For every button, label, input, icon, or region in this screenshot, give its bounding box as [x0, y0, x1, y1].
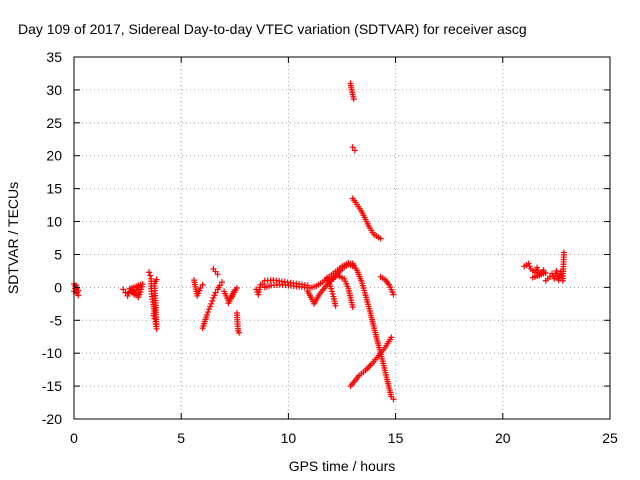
plot-frame	[73, 56, 611, 420]
data-point	[390, 291, 397, 298]
data-point	[388, 334, 395, 341]
data-point	[538, 271, 545, 278]
data-point	[332, 302, 339, 309]
x-tick-label: 20	[495, 430, 511, 446]
y-tick-label: -15	[42, 378, 62, 394]
grid	[74, 57, 610, 419]
data-point	[133, 292, 140, 299]
data-point	[526, 263, 533, 270]
data-point	[560, 249, 567, 256]
x-axis-label: GPS time / hours	[289, 458, 396, 474]
data-point	[137, 288, 144, 295]
data-point	[236, 329, 243, 336]
y-tick-label: 30	[46, 82, 62, 98]
y-tick-label: 15	[46, 181, 62, 197]
x-tick-label: 25	[602, 430, 618, 446]
y-tick-label: 25	[46, 115, 62, 131]
data-point	[534, 267, 541, 274]
data-point	[214, 271, 221, 278]
data-point	[194, 292, 201, 299]
data-point	[136, 291, 143, 298]
y-tick-label: 5	[54, 246, 62, 262]
data-points	[71, 80, 567, 403]
data-point	[205, 309, 211, 316]
data-point	[534, 264, 541, 271]
x-tick-labels: 0 5 10 15 20 25	[70, 430, 618, 446]
data-point	[546, 273, 553, 280]
data-point	[153, 276, 160, 283]
data-point	[146, 269, 153, 276]
data-point	[75, 287, 82, 294]
y-tick-label: 20	[46, 148, 62, 164]
data-point	[206, 306, 213, 313]
data-point	[196, 287, 203, 294]
data-point	[203, 312, 210, 319]
data-point	[209, 297, 216, 304]
data-point	[195, 290, 202, 297]
data-point	[329, 290, 336, 297]
data-point	[218, 279, 225, 286]
data-point	[349, 144, 356, 151]
y-tick-label: 35	[46, 49, 62, 65]
data-point	[216, 282, 223, 289]
axis-ticks	[73, 56, 611, 420]
data-point	[197, 285, 204, 292]
data-point	[122, 289, 129, 296]
data-point	[525, 260, 532, 267]
data-point	[328, 285, 335, 292]
data-point	[351, 147, 358, 154]
data-point	[390, 396, 397, 403]
x-tick-label: 10	[281, 430, 297, 446]
x-tick-label: 0	[70, 430, 78, 446]
y-tick-label: 0	[54, 279, 62, 295]
data-point	[150, 312, 157, 319]
data-point	[208, 300, 215, 307]
y-tick-label: -10	[42, 345, 62, 361]
x-tick-label: 5	[177, 430, 185, 446]
data-point	[304, 282, 311, 289]
data-point	[212, 289, 219, 296]
data-point	[207, 303, 214, 310]
data-point	[259, 281, 266, 288]
x-tick-label: 15	[388, 430, 404, 446]
data-point	[147, 272, 154, 279]
y-tick-label: -5	[50, 312, 63, 328]
data-point	[211, 292, 218, 299]
data-point	[199, 281, 206, 288]
data-point	[225, 300, 232, 307]
y-tick-label: 10	[46, 214, 62, 230]
data-point	[210, 294, 217, 301]
data-point	[350, 96, 357, 103]
data-point	[120, 286, 127, 293]
data-point	[377, 235, 384, 242]
y-axis-label: SDTVAR / TECUs	[5, 182, 21, 294]
data-point	[74, 285, 81, 292]
data-point	[328, 288, 335, 295]
y-tick-label: -20	[42, 411, 62, 427]
y-tick-labels: -20 -15 -10 -5 0 5 10 15 20 25 30 35	[42, 49, 62, 427]
data-point	[349, 304, 356, 311]
data-point	[551, 275, 558, 282]
data-point	[138, 286, 145, 293]
chart-title: Day 109 of 2017, Sidereal Day-to-day VTE…	[18, 21, 527, 37]
